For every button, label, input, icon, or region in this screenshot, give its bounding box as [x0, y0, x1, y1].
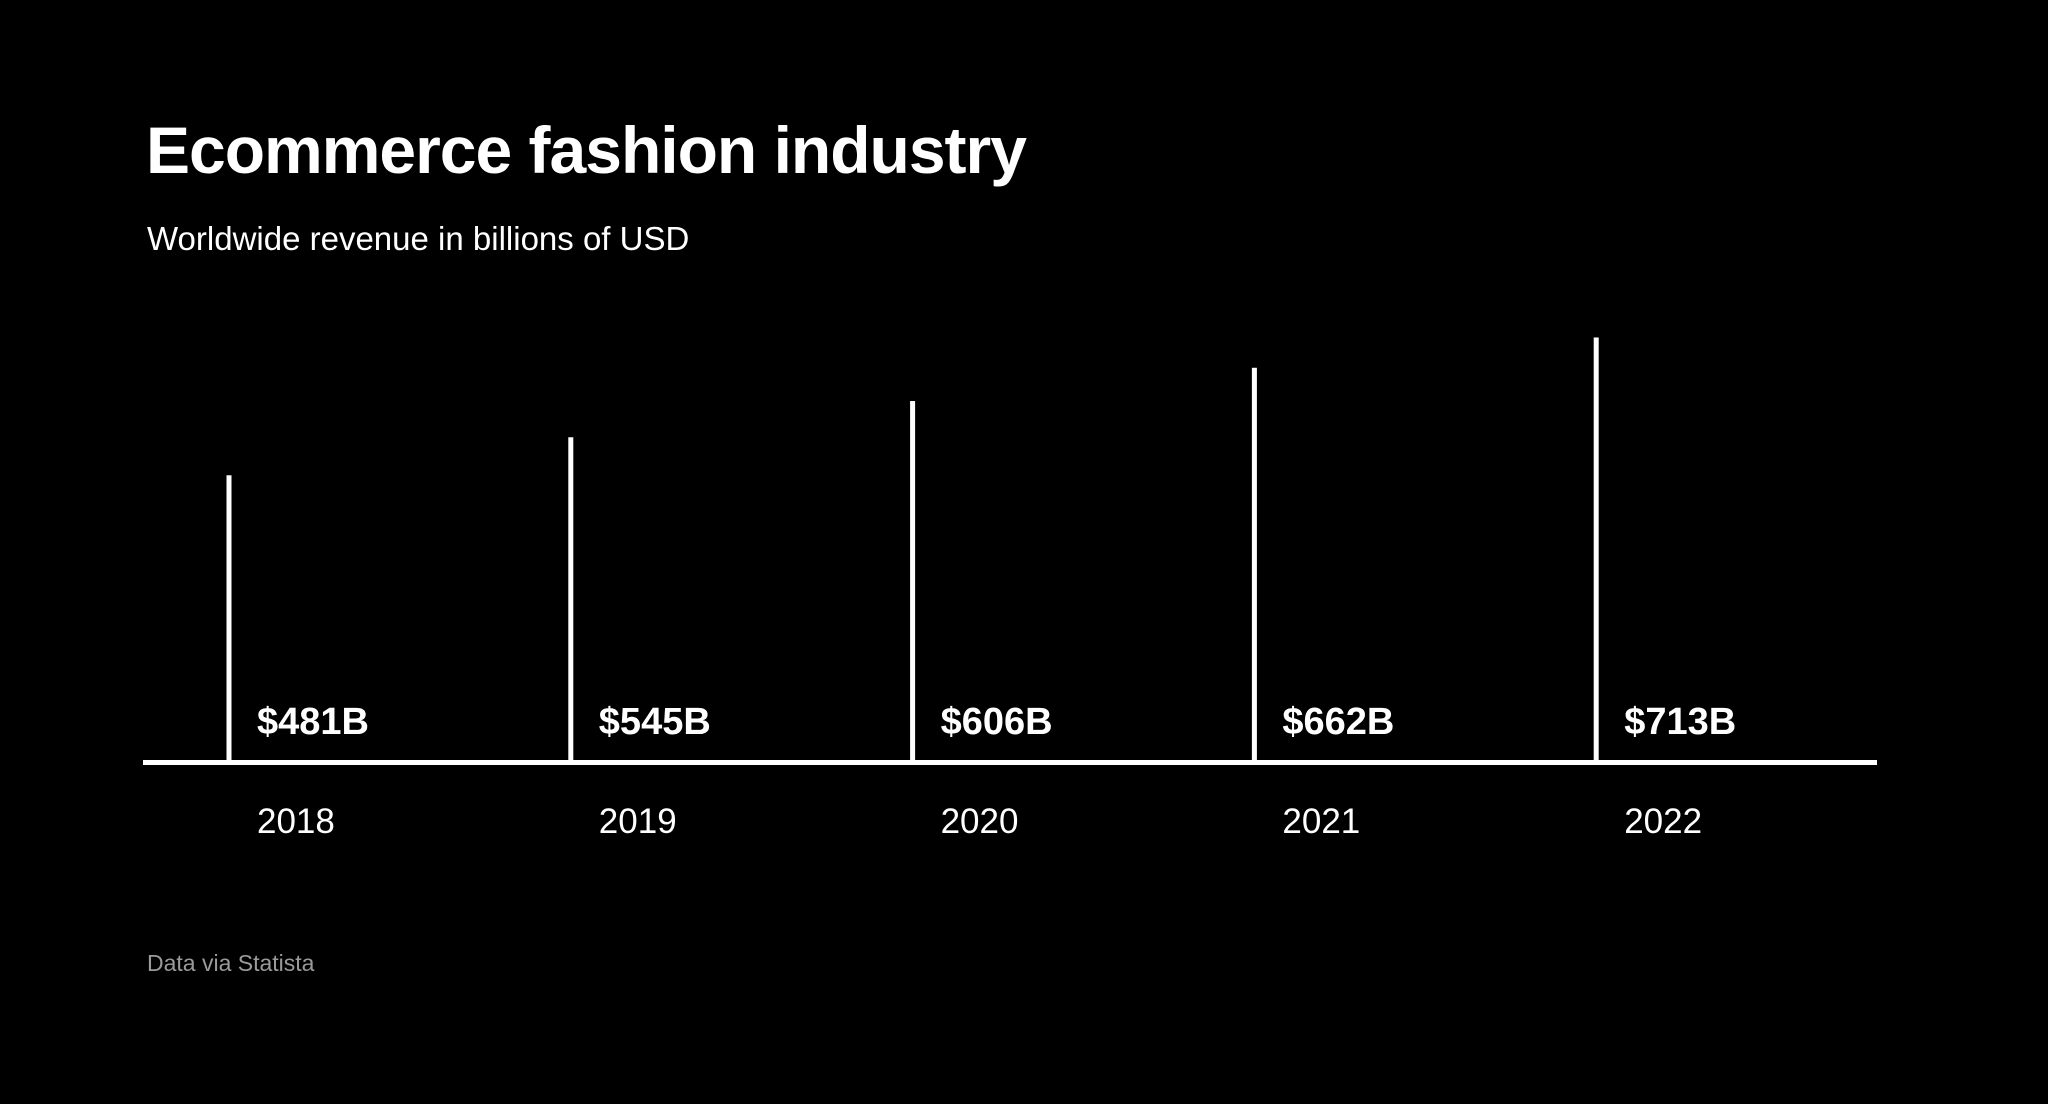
source-note: Data via Statista — [147, 950, 315, 976]
x-tick-label-2020: 2020 — [941, 802, 1019, 841]
chart-title: Ecommerce fashion industry — [146, 113, 1027, 187]
bar-2018 — [226, 475, 232, 761]
data-label-2020: $606B — [941, 701, 1053, 743]
x-axis-baseline — [143, 760, 1877, 765]
x-tick-label-2018: 2018 — [257, 802, 335, 841]
data-label-2018: $481B — [257, 701, 369, 743]
x-tick-label-2022: 2022 — [1624, 802, 1702, 841]
chart-subtitle: Worldwide revenue in billions of USD — [147, 220, 690, 257]
bar-2019 — [568, 437, 574, 761]
x-tick-label-2021: 2021 — [1282, 802, 1360, 841]
data-label-2022: $713B — [1624, 701, 1736, 743]
bar-2021 — [1251, 367, 1257, 761]
bar-2020 — [910, 401, 916, 761]
bar-2022 — [1593, 337, 1599, 761]
data-label-2021: $662B — [1282, 701, 1394, 743]
data-label-2019: $545B — [599, 701, 711, 743]
x-tick-label-2019: 2019 — [599, 802, 677, 841]
